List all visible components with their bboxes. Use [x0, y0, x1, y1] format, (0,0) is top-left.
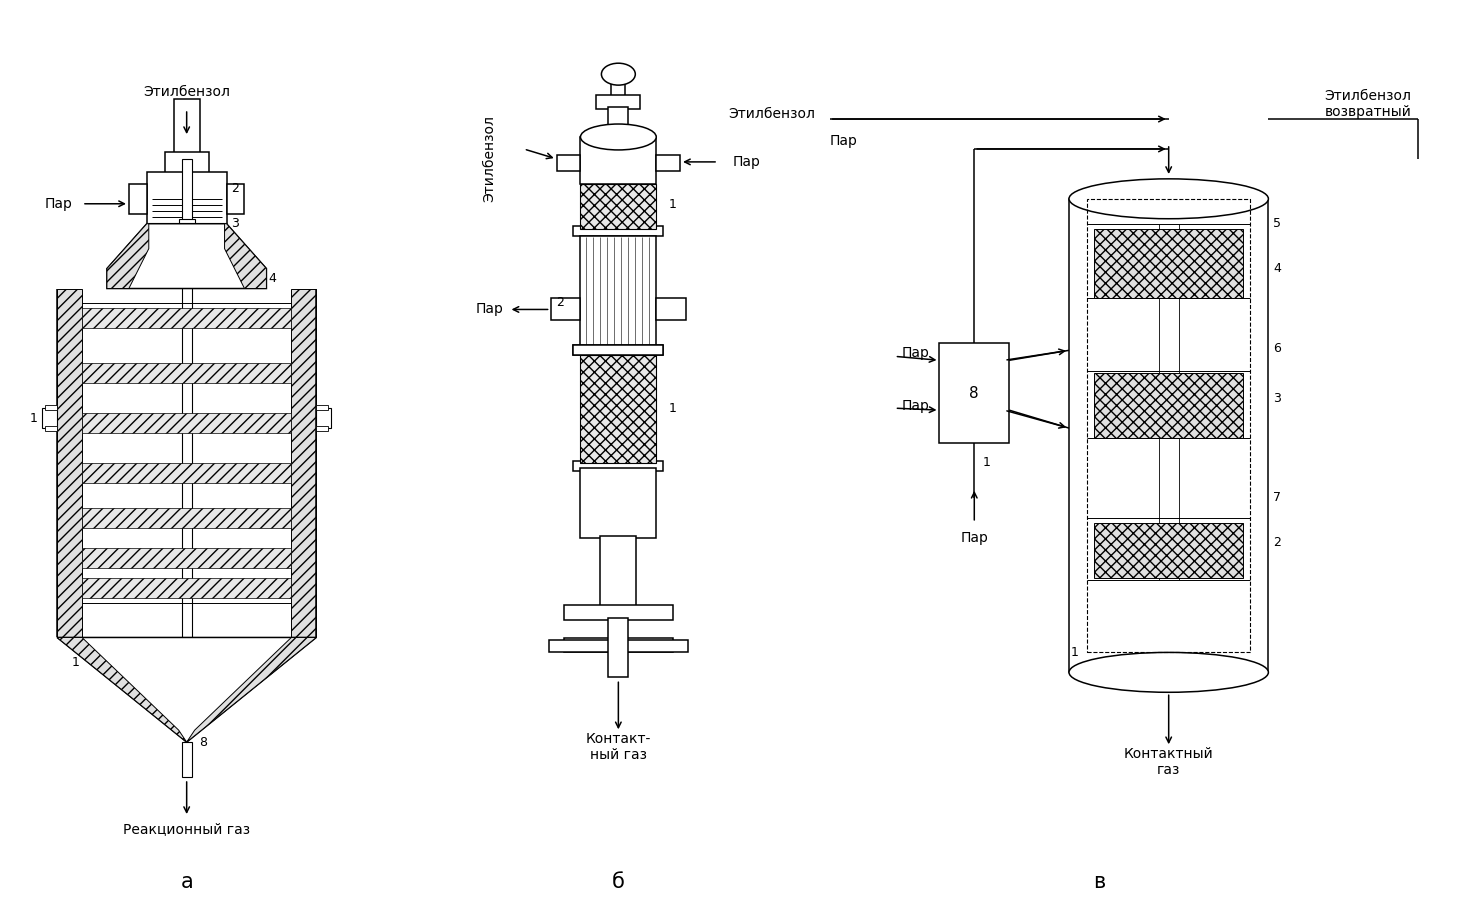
Bar	[1094, 523, 1244, 577]
Bar	[1094, 229, 1244, 298]
Bar	[83, 364, 292, 383]
Bar	[181, 742, 192, 777]
Bar	[612, 74, 625, 97]
Text: Пар: Пар	[961, 531, 988, 544]
Text: 1: 1	[982, 456, 991, 469]
Bar	[573, 461, 663, 471]
Text: Этилбензол: Этилбензол	[143, 85, 230, 99]
Text: 4: 4	[1274, 262, 1281, 275]
Polygon shape	[224, 224, 267, 288]
Text: 1: 1	[29, 411, 37, 425]
Bar	[551, 298, 581, 320]
Text: 4: 4	[268, 272, 276, 285]
Text: 2: 2	[231, 183, 239, 196]
Bar	[83, 463, 292, 483]
Text: Пар: Пар	[476, 302, 504, 317]
Text: Пар: Пар	[902, 399, 930, 413]
Bar	[165, 152, 209, 174]
Text: а: а	[180, 872, 193, 891]
Text: Этилбензол
возвратный: Этилбензол возвратный	[1325, 89, 1412, 119]
Ellipse shape	[581, 124, 656, 150]
Bar	[46, 426, 57, 431]
Polygon shape	[108, 224, 267, 288]
Bar	[581, 468, 656, 538]
Polygon shape	[57, 637, 317, 742]
Text: 1: 1	[668, 402, 677, 415]
Bar	[43, 409, 57, 428]
Text: 6: 6	[1274, 341, 1281, 355]
Bar	[128, 184, 147, 214]
Bar	[147, 172, 227, 224]
Ellipse shape	[1069, 653, 1269, 692]
Bar	[181, 159, 192, 717]
Bar	[557, 155, 581, 171]
Text: 8: 8	[970, 386, 979, 400]
Bar	[600, 536, 637, 608]
Bar	[609, 618, 628, 677]
Text: Контактный
газ: Контактный газ	[1123, 747, 1213, 778]
Bar	[83, 508, 292, 528]
Bar	[83, 548, 292, 567]
Bar	[317, 426, 329, 431]
Bar	[563, 638, 674, 653]
Polygon shape	[292, 288, 317, 637]
Text: Реакционный газ: Реакционный газ	[124, 822, 251, 836]
Text: 2: 2	[556, 296, 563, 309]
Bar	[581, 236, 656, 348]
Text: Пар: Пар	[44, 196, 72, 211]
Bar	[581, 184, 656, 229]
Text: 2: 2	[1274, 536, 1281, 549]
Text: 3: 3	[1274, 392, 1281, 405]
Text: 1: 1	[72, 655, 80, 669]
Text: 5: 5	[1274, 218, 1281, 230]
Bar	[317, 405, 329, 410]
Text: Контакт-
ный газ: Контакт- ный газ	[585, 732, 652, 762]
Polygon shape	[187, 637, 317, 742]
Ellipse shape	[1069, 179, 1269, 218]
Bar	[1094, 374, 1244, 438]
Text: Пар: Пар	[733, 155, 761, 169]
Bar	[83, 577, 292, 598]
Text: 1: 1	[1072, 646, 1079, 659]
Bar	[573, 345, 663, 355]
Bar	[581, 137, 656, 184]
Bar	[939, 343, 1010, 443]
Bar	[563, 605, 674, 620]
Bar	[1069, 199, 1269, 672]
Text: Этилбензол: Этилбензол	[482, 116, 495, 202]
Bar	[548, 641, 688, 653]
Bar	[573, 226, 663, 236]
Bar	[609, 107, 628, 134]
Bar	[581, 355, 656, 463]
Polygon shape	[108, 224, 149, 288]
Text: 8: 8	[199, 735, 206, 749]
Polygon shape	[57, 637, 187, 742]
Bar	[597, 95, 640, 109]
Text: в: в	[1092, 872, 1106, 891]
Bar	[174, 99, 199, 154]
Text: 1: 1	[668, 198, 677, 211]
Bar	[1086, 199, 1250, 653]
Bar	[83, 308, 292, 329]
Ellipse shape	[601, 63, 635, 85]
Bar	[656, 155, 680, 171]
Bar	[573, 345, 663, 355]
Bar	[46, 405, 57, 410]
Text: Этилбензол: Этилбензол	[728, 107, 815, 121]
Bar	[227, 184, 245, 214]
Text: 7: 7	[1274, 491, 1281, 504]
Bar	[83, 413, 292, 433]
Text: Пар: Пар	[902, 346, 930, 361]
Bar	[178, 218, 195, 229]
Bar	[317, 409, 332, 428]
Polygon shape	[57, 288, 83, 637]
Text: 3: 3	[231, 218, 239, 230]
Text: Пар: Пар	[830, 134, 858, 148]
Bar	[656, 298, 687, 320]
Text: б: б	[612, 872, 625, 891]
